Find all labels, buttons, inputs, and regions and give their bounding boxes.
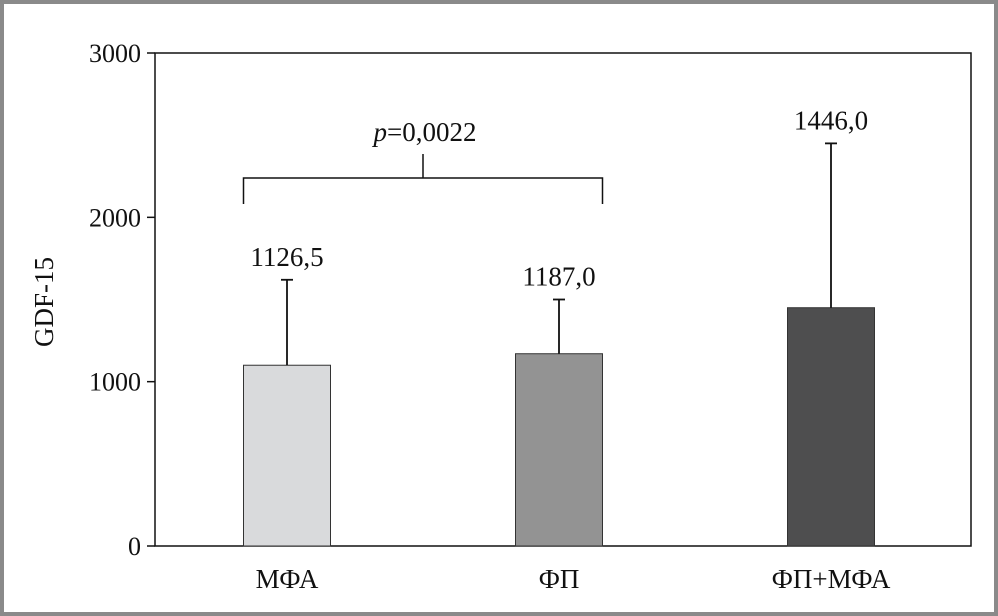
y-axis-label: GDF-15 xyxy=(29,257,59,347)
p-symbol: p xyxy=(372,117,388,147)
bar-2 xyxy=(515,353,603,547)
category-label: ФП+МФА xyxy=(772,564,891,594)
y-tick-label: 0 xyxy=(128,532,141,561)
p-value: =0,0022 xyxy=(387,117,476,147)
bar-1 xyxy=(243,364,331,547)
p-value-annotation: p=0,0022 xyxy=(372,117,477,147)
data-label: 1187,0 xyxy=(522,262,595,292)
category-label: МФА xyxy=(256,564,319,594)
category-label: ФП xyxy=(539,564,580,594)
y-tick-label: 1000 xyxy=(89,368,141,397)
y-tick-label: 2000 xyxy=(89,203,141,232)
significance-bracket xyxy=(242,154,604,204)
bar-chart: 1126,5 1187,0 1446,0 0 1000 2000 3000 МФА ФП ФП+… xyxy=(29,39,972,594)
data-label: 1446,0 xyxy=(794,105,868,135)
data-label: 1126,5 xyxy=(250,242,323,272)
y-tick-label: 3000 xyxy=(89,39,141,68)
bar-3 xyxy=(787,307,875,547)
